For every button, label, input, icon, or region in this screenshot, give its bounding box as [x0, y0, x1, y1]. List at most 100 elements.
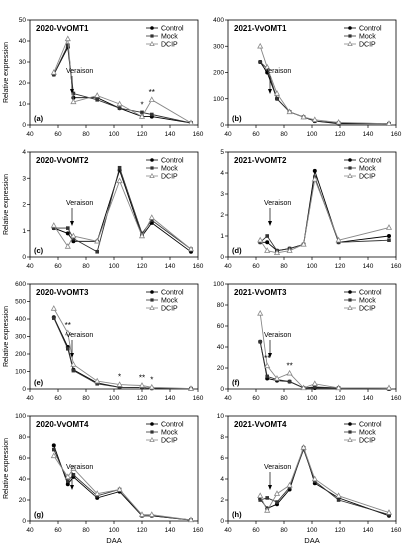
veraison-arrowhead	[268, 221, 272, 226]
veraison-label: Veraison	[264, 464, 291, 471]
data-point	[95, 249, 99, 254]
data-point	[187, 516, 195, 523]
data-point	[65, 231, 70, 236]
data-point	[187, 385, 195, 391]
y-tick-label: 100	[15, 413, 26, 420]
legend-marker	[150, 298, 154, 302]
panel-3: 40 60 80 100 120 140 160 0 1 2 3 4 Relative expressi…	[3, 149, 204, 270]
y-tick-label: 0	[22, 254, 26, 261]
data-point	[66, 346, 70, 351]
legend-marker	[347, 172, 353, 178]
data-point	[287, 379, 292, 384]
legend-label: Control	[359, 25, 382, 32]
data-point	[148, 383, 155, 390]
panel-label: (g)	[34, 510, 44, 519]
panel-5: 40 60 80 100 120 140 160 0 100 200 300 400 500 600 Rel…	[3, 281, 204, 402]
legend-label: Mock	[161, 429, 178, 436]
x-tick-label: 60	[54, 263, 62, 270]
legend-marker	[347, 40, 353, 46]
data-point	[286, 108, 293, 115]
data-point	[94, 92, 101, 98]
y-tick-label: 80	[217, 302, 225, 309]
data-point	[265, 234, 269, 238]
significance-mark: **	[149, 88, 155, 97]
data-point	[187, 119, 195, 126]
veraison-label: Veraison	[66, 68, 93, 75]
y-tick-label: 4	[220, 476, 224, 483]
data-point	[335, 492, 342, 499]
veraison-arrowhead	[268, 89, 272, 94]
data-point	[312, 168, 317, 173]
y-tick-label: 60	[217, 323, 225, 330]
legend-label: Mock	[359, 297, 376, 304]
significance-mark: *	[150, 375, 153, 384]
legend-marker	[347, 304, 353, 310]
x-tick-label: 80	[82, 131, 90, 138]
x-tick-label: 100	[109, 395, 120, 402]
series-line	[53, 308, 192, 390]
legend-marker	[348, 298, 352, 302]
legend-marker	[150, 34, 154, 38]
panel-label: (h)	[232, 510, 242, 519]
data-point	[71, 91, 76, 96]
data-point	[65, 482, 70, 487]
y-tick-label: 0	[22, 122, 26, 129]
panel-7: 40 60 80 100 120 140 160 0 20 40 60 80 100 Relative e…	[3, 413, 204, 545]
veraison-label: Veraison	[264, 68, 291, 75]
y-tick-label: 100	[15, 369, 26, 376]
data-point	[300, 444, 307, 450]
series-line	[259, 341, 390, 390]
data-point	[313, 385, 317, 389]
legend-label: DCIP	[161, 437, 178, 444]
data-point	[187, 245, 195, 252]
x-tick-label: 40	[26, 395, 34, 402]
data-point	[116, 486, 123, 492]
x-tick-label: 40	[224, 131, 232, 138]
legend-label: DCIP	[359, 437, 376, 444]
panel-title: 2020-VvOMT2	[36, 156, 89, 165]
data-point	[275, 96, 279, 101]
x-tick-label: 120	[137, 527, 148, 534]
x-axis-title: DAA	[106, 536, 121, 545]
y-tick-label: 30	[19, 59, 27, 66]
legend-marker	[348, 290, 352, 294]
legend-label: DCIP	[359, 41, 376, 48]
x-tick-label: 120	[137, 263, 148, 270]
data-point	[138, 511, 146, 517]
y-tick-label: 300	[15, 334, 26, 341]
x-tick-label: 160	[193, 131, 204, 138]
veraison-arrowhead	[70, 353, 74, 358]
legend-label: Mock	[359, 165, 376, 172]
data-point	[70, 98, 77, 105]
data-point	[335, 384, 342, 391]
series-line	[259, 446, 390, 514]
significance-mark: **	[264, 354, 270, 363]
data-point	[385, 509, 393, 515]
y-tick-label: 4	[22, 149, 26, 156]
data-point	[50, 305, 57, 311]
data-point	[64, 329, 71, 336]
data-point	[311, 116, 318, 122]
legend-marker	[149, 40, 155, 46]
legend-marker	[150, 166, 154, 170]
data-point	[300, 240, 307, 247]
x-tick-label: 120	[335, 263, 346, 270]
x-tick-label: 100	[307, 527, 318, 534]
data-point	[148, 214, 155, 220]
data-point	[116, 381, 123, 387]
legend-label: Control	[161, 421, 184, 428]
data-point	[311, 475, 318, 482]
data-point	[95, 381, 99, 386]
legend-marker	[150, 422, 154, 426]
data-point	[258, 339, 262, 344]
series-line	[259, 46, 390, 125]
data-point	[385, 384, 393, 391]
data-point	[94, 490, 101, 496]
legend-marker	[348, 26, 352, 30]
data-point	[273, 90, 281, 96]
veraison-label: Veraison	[66, 200, 93, 207]
x-tick-label: 80	[82, 263, 90, 270]
x-tick-label: 100	[109, 131, 120, 138]
series-line	[259, 175, 390, 252]
legend-marker	[149, 436, 155, 442]
